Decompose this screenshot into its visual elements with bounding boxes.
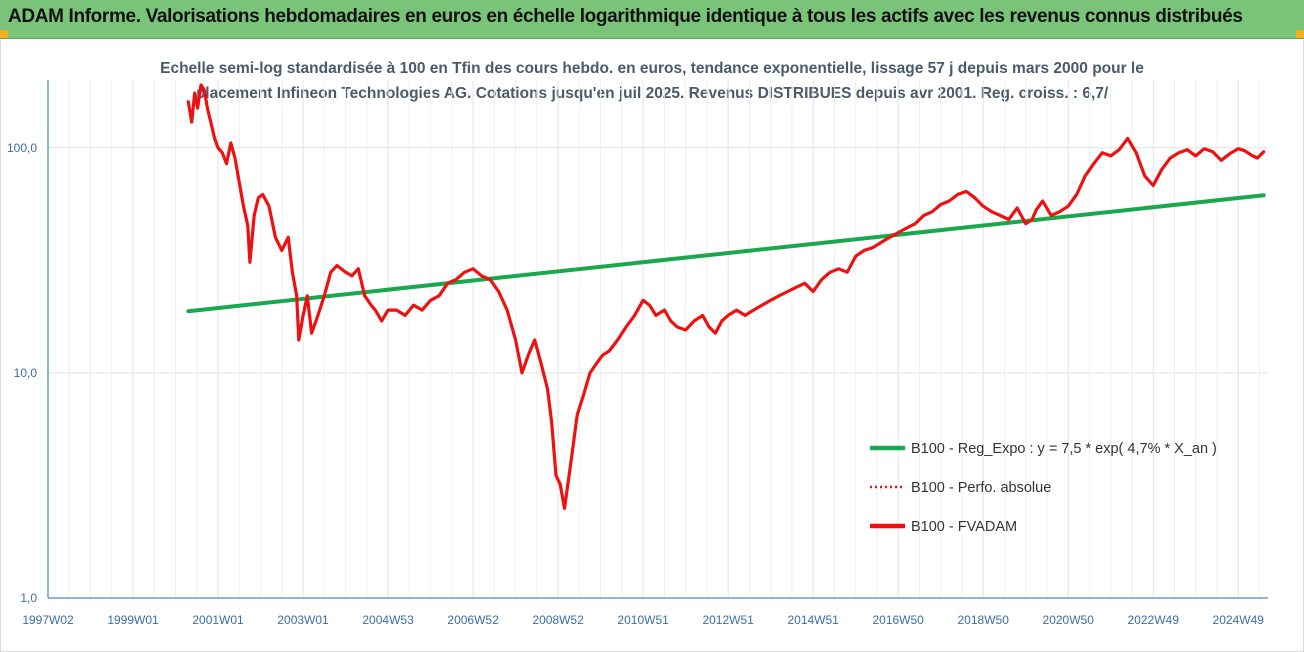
x-tick-labels: 1997W02 1999W01 2001W01 2003W01 2004W53 2006W… (22, 613, 1264, 627)
corner-marker-left (0, 30, 8, 38)
x-tick-label: 2024W49 (1213, 613, 1265, 627)
series-line-2 (186, 83, 1266, 510)
legend-label: B100 - FVADAM (911, 519, 1017, 535)
y-tick-label: 100,0 (7, 141, 37, 155)
x-tick-label: 2020W50 (1043, 613, 1095, 627)
page-title: ADAM Informe. Valorisations hebdomadaire… (8, 6, 1243, 27)
x-tick-label: 2008W52 (532, 613, 584, 627)
x-tick-label: 2012W51 (702, 613, 754, 627)
axes (47, 80, 1268, 599)
legend: B100 - Reg_Expo : y = 7,5 * exp( 4,7% * … (870, 441, 1217, 535)
x-tick-label: 1997W02 (22, 613, 74, 627)
x-tick-label: 2014W51 (787, 613, 839, 627)
x-tick-label: 2022W49 (1128, 613, 1180, 627)
x-tick-label: 2004W53 (362, 613, 414, 627)
legend-label: B100 - Perfo. absolue (911, 480, 1051, 496)
header-bar: ADAM Informe. Valorisations hebdomadaire… (0, 0, 1304, 39)
series-layer (186, 83, 1266, 510)
x-tick-label: 2006W52 (447, 613, 499, 627)
chart-title-line-1: Echelle semi-log standardisée à 100 en T… (160, 60, 1144, 77)
x-tick-label: 1999W01 (107, 613, 159, 627)
corner-marker-right (1296, 30, 1304, 38)
y-tick-labels: 100,0 10,0 1,0 (7, 141, 37, 605)
legend-item-1: B100 - Perfo. absolue (870, 480, 1051, 496)
x-tick-label: 2010W51 (617, 613, 669, 627)
series-line-0 (186, 193, 1266, 314)
x-tick-label: 2018W50 (958, 613, 1010, 627)
y-tick-label: 1,0 (20, 591, 37, 605)
legend-item-2: B100 - FVADAM (870, 519, 1017, 535)
x-tick-label: 2016W50 (872, 613, 924, 627)
legend-item-0: B100 - Reg_Expo : y = 7,5 * exp( 4,7% * … (870, 441, 1217, 457)
y-tick-label: 10,0 (14, 366, 38, 380)
x-tick-label: 2003W01 (277, 613, 329, 627)
legend-label: B100 - Reg_Expo : y = 7,5 * exp( 4,7% * … (911, 441, 1217, 457)
chart-title-line-2: placement Infineon Technologies AG. Cota… (195, 85, 1109, 102)
x-tick-label: 2001W01 (192, 613, 244, 627)
chart-title: Echelle semi-log standardisée à 100 en T… (0, 56, 1304, 106)
vertical-gridlines (47, 80, 1260, 598)
